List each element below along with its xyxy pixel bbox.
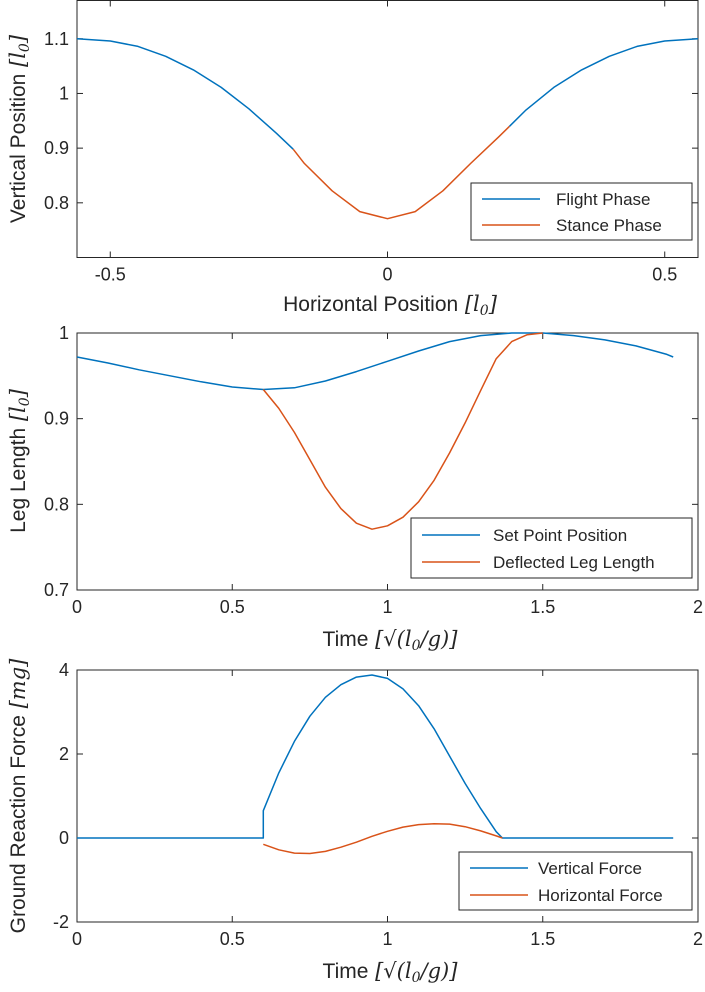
x-tick-label: 2 xyxy=(693,929,703,949)
y-tick-label: 1.1 xyxy=(44,29,69,49)
y-tick-label: -2 xyxy=(53,912,69,932)
x-tick-label: 1.5 xyxy=(530,929,555,949)
legend-box-1 xyxy=(470,182,693,241)
legend-box-3 xyxy=(458,851,693,911)
legend-label-horizontal-force: Horizontal Force xyxy=(538,886,663,905)
x-axis-label-3: Time [√(l0/g)] xyxy=(323,959,459,986)
series-line-horizontal-force xyxy=(263,822,503,855)
legend-label-stance-phase: Stance Phase xyxy=(556,216,662,235)
series-group-1 xyxy=(76,38,699,220)
y-tick-label: 0 xyxy=(59,828,69,848)
y-tick-label: 0.8 xyxy=(44,193,69,213)
x-axis-label-2: Time [√(l0/g)] xyxy=(323,627,459,654)
legend-1: Flight Phase Stance Phase xyxy=(470,182,693,241)
y-axis-label-1: Vertical Position [l0] xyxy=(6,34,33,223)
series-group-3 xyxy=(77,674,674,855)
y-tick-label: 0.8 xyxy=(44,494,69,514)
x-tick-label: 1 xyxy=(382,597,392,617)
tick-group-2: 0 0.5 1 1.5 2 0.7 0.8 0.9 1 xyxy=(44,323,703,617)
y-axis-label-2: Leg Length [l0] xyxy=(6,388,33,533)
series-line-segment-2 xyxy=(508,38,699,127)
x-tick-label: 0 xyxy=(72,597,82,617)
panel-2: 0 0.5 1 1.5 2 0.7 0.8 0.9 1 Time [√(l0/g)] Leg L… xyxy=(6,323,703,654)
panel-1: -0.5 0 0.5 0.8 0.9 1 1.1 Horizontal Position [… xyxy=(6,0,699,319)
tick-group-1: -0.5 0 0.5 0.8 0.9 1 1.1 xyxy=(44,0,698,285)
y-tick-label: 4 xyxy=(59,660,69,680)
y-tick-label: 0.7 xyxy=(44,580,69,600)
x-tick-label: 0.5 xyxy=(220,929,245,949)
series-line-deflected-leg-length xyxy=(262,332,543,530)
y-tick-label: 0.9 xyxy=(44,409,69,429)
series-line-stance-phase xyxy=(292,125,511,220)
legend-label-vertical-force: Vertical Force xyxy=(538,859,642,878)
legend-box-2 xyxy=(410,517,693,579)
x-tick-label: 0 xyxy=(72,929,82,949)
legend-2: Set Point Position Deflected Leg Length xyxy=(410,517,693,579)
series-group-2 xyxy=(76,332,674,530)
series-line-flight-phase xyxy=(76,38,294,150)
legend-label-set-point-position: Set Point Position xyxy=(493,526,627,545)
legend-label-deflected-leg-length: Deflected Leg Length xyxy=(493,553,655,572)
x-tick-label: 1 xyxy=(382,929,392,949)
x-tick-label: 0.5 xyxy=(220,597,245,617)
series-line-vertical-force xyxy=(77,674,674,839)
x-axis-label-1: Horizontal Position [l0] xyxy=(283,292,498,319)
legend-label-flight-phase: Flight Phase xyxy=(556,190,651,209)
x-tick-label: 1.5 xyxy=(530,597,555,617)
legend-3: Vertical Force Horizontal Force xyxy=(458,851,693,911)
x-tick-label: 2 xyxy=(693,597,703,617)
y-axis-label-3: Ground Reaction Force [mg] xyxy=(6,658,30,934)
series-line-set-point-position xyxy=(76,332,674,391)
x-tick-label: 0.5 xyxy=(652,265,677,285)
y-tick-label: 0.9 xyxy=(44,138,69,158)
y-tick-label: 1 xyxy=(59,323,69,343)
y-tick-label: 2 xyxy=(59,744,69,764)
y-tick-label: 1 xyxy=(59,83,69,103)
x-tick-label: -0.5 xyxy=(95,265,126,285)
x-tick-label: 0 xyxy=(382,265,392,285)
